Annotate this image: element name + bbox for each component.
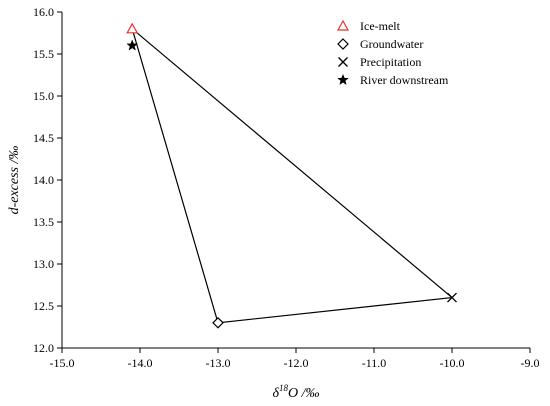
y-tick-label: 14.5 [33, 131, 54, 145]
y-tick-label: 13.5 [33, 215, 54, 229]
mixing-triangle [131, 27, 454, 324]
y-tick-label: 15.5 [33, 47, 54, 61]
legend-triangle-icon [336, 19, 350, 31]
cross-stroke [447, 292, 457, 303]
legend-cross-icon [338, 57, 348, 67]
legend-label: Precipitation [360, 55, 421, 69]
data-point-diamond [212, 316, 224, 329]
legend: Ice-melt Groundwater Precipitation River do… [336, 19, 449, 87]
x-tick-label: -9.0 [521, 356, 540, 370]
x-tick-label: -15.0 [50, 356, 75, 370]
axes: -15.0 -14.0 -13.0 -12.0 -11.0 -10.0 -9.0 12.0 12… [33, 5, 540, 370]
y-tick-label: 16.0 [33, 5, 54, 19]
x-tick-label: -12.0 [284, 356, 309, 370]
legend-label: Ice-melt [360, 19, 401, 33]
data-points [126, 22, 457, 329]
legend-star-icon [337, 73, 349, 86]
y-tick-label: 14.0 [33, 173, 54, 187]
y-tick-label: 12.0 [33, 341, 54, 355]
data-point-triangle [126, 22, 139, 34]
legend-diamond-icon [337, 38, 349, 50]
data-point-cross [447, 292, 457, 303]
x-tick-label: -10.0 [440, 356, 465, 370]
y-tick-label: 12.5 [33, 299, 54, 313]
x-axis-title: δ18O /‰ [272, 383, 319, 401]
legend-label: River downstream [360, 73, 449, 87]
x-tick-label: -11.0 [362, 356, 387, 370]
legend-label: Groundwater [360, 37, 423, 51]
cross-stroke [338, 57, 348, 67]
mixing-line [131, 27, 454, 324]
y-tick-label: 13.0 [33, 257, 54, 271]
y-axis-title: d-excess /‰ [7, 146, 22, 215]
data-point-star [126, 39, 139, 51]
y-tick-label: 15.0 [33, 89, 54, 103]
x-tick-label: -13.0 [206, 356, 231, 370]
x-tick-label: -14.0 [128, 356, 153, 370]
